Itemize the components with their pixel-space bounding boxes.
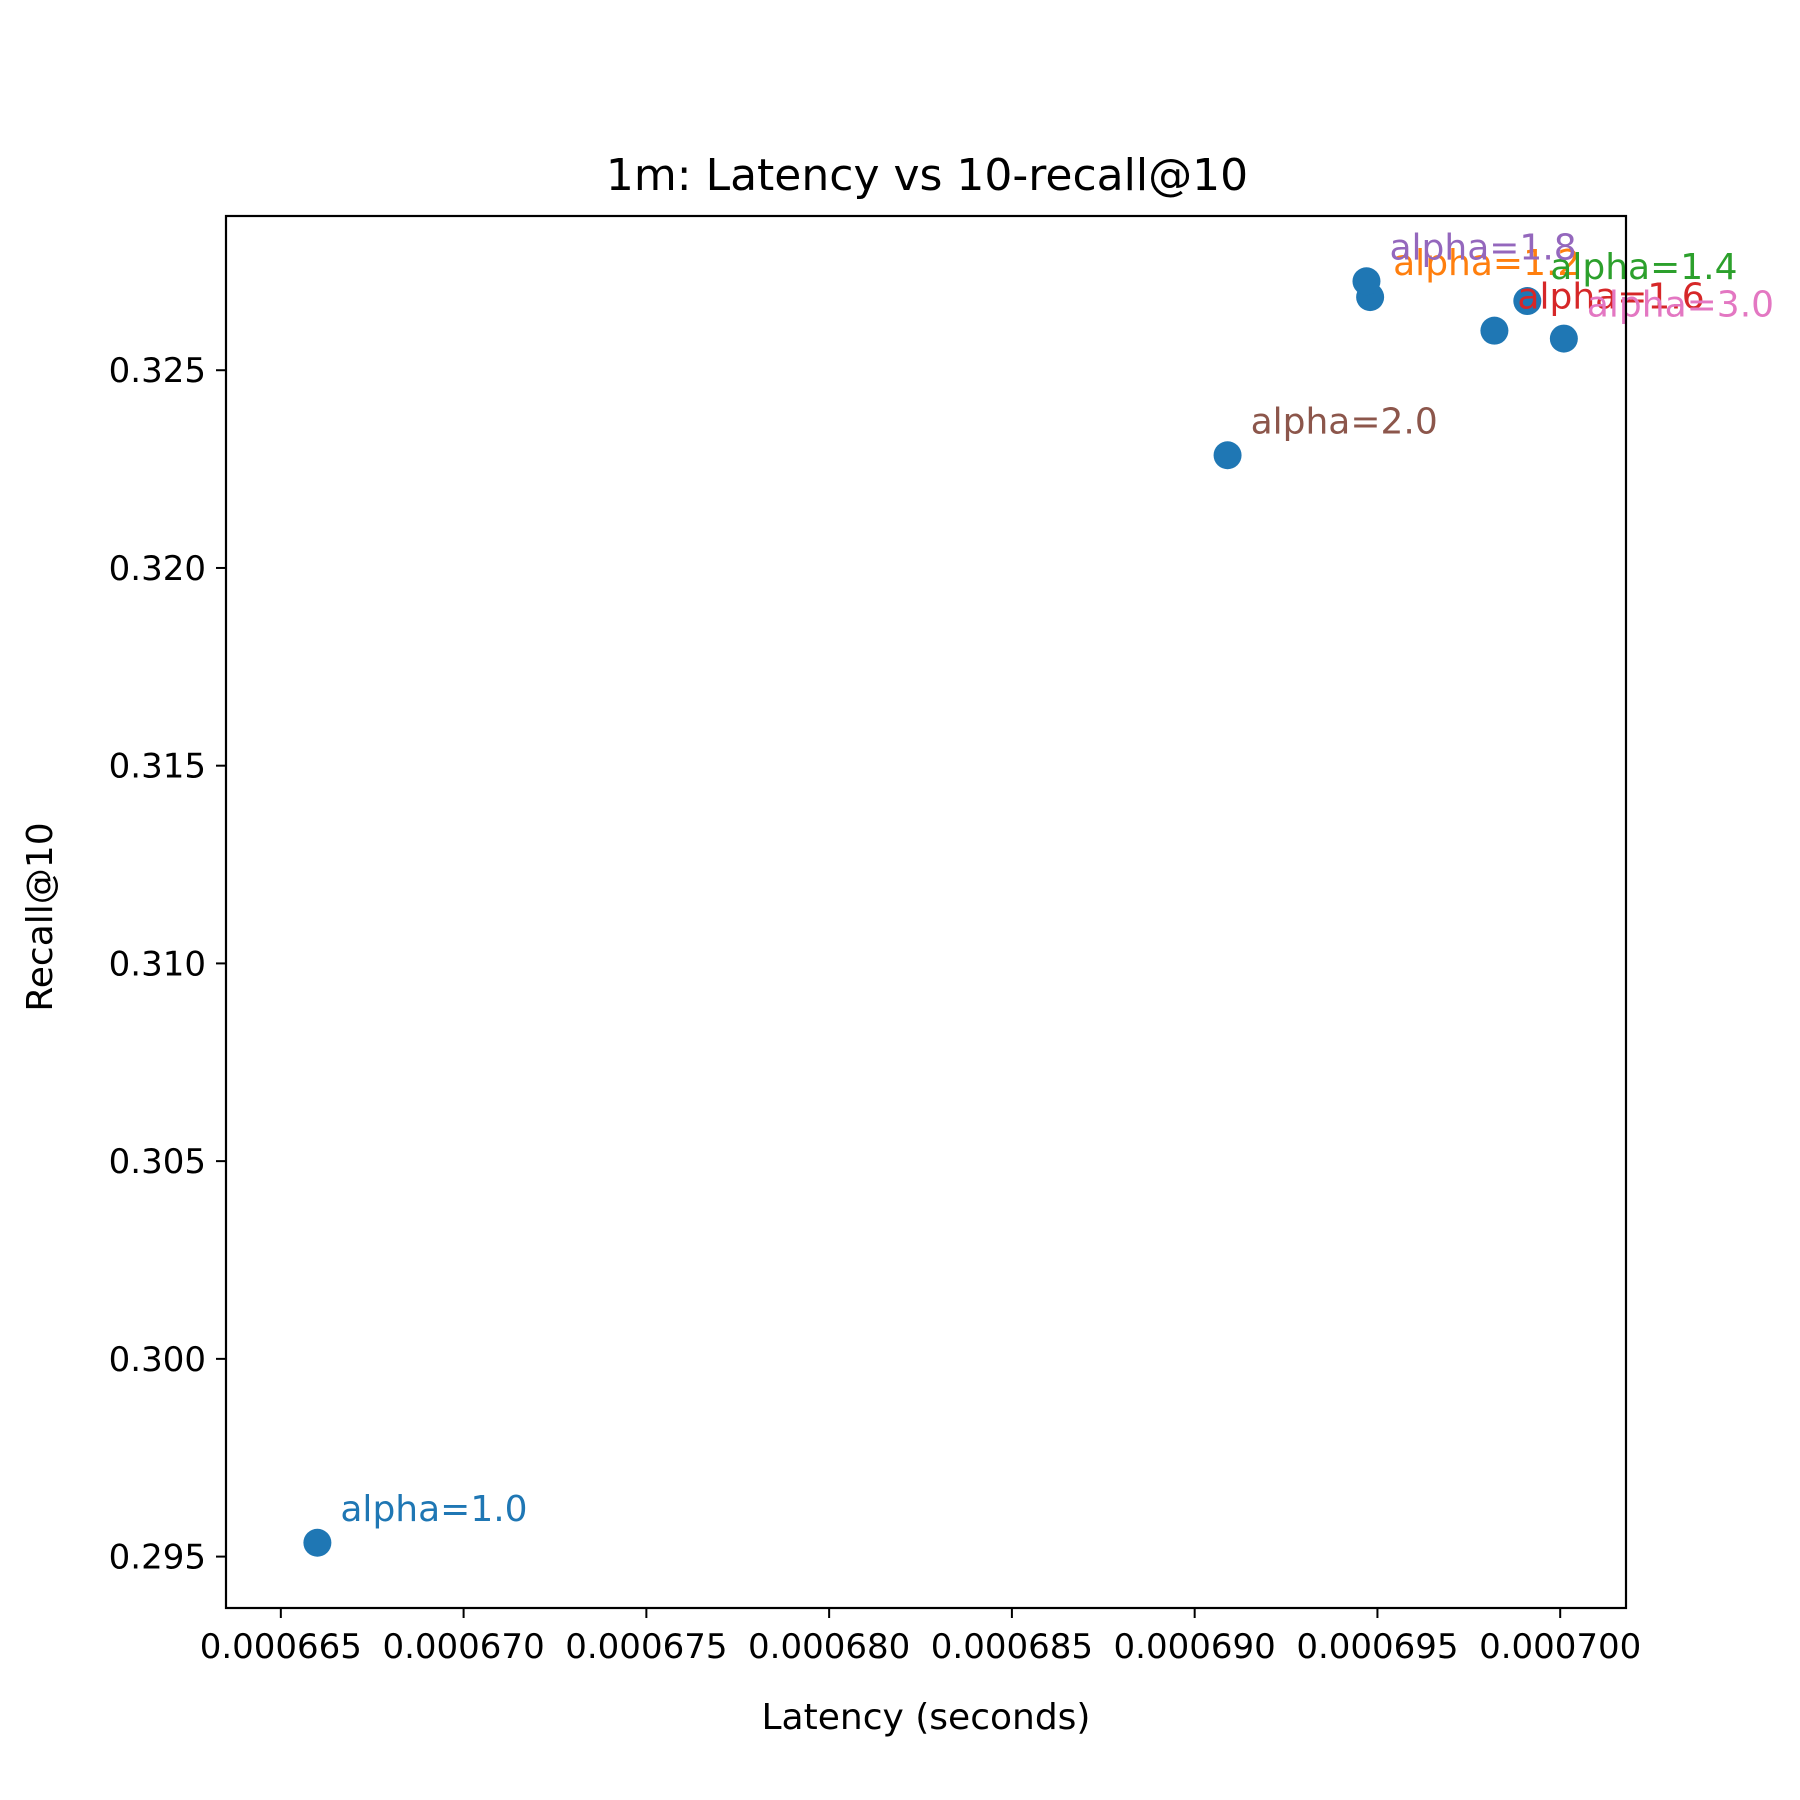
point-label: alpha=1.2 xyxy=(1393,243,1580,284)
y-tick-label: 0.315 xyxy=(109,747,206,787)
y-tick-label: 0.295 xyxy=(109,1538,206,1578)
x-tick-label: 0.000670 xyxy=(382,1627,544,1667)
point-label: alpha=2.0 xyxy=(1251,401,1438,442)
point-label: alpha=3.0 xyxy=(1587,285,1774,326)
data-point xyxy=(1513,287,1542,316)
point-label: alpha=1.0 xyxy=(340,1489,527,1530)
point-label: alpha=1.4 xyxy=(1550,247,1737,288)
x-tick-label: 0.000690 xyxy=(1114,1627,1276,1667)
point-label: alpha=1.6 xyxy=(1517,277,1704,318)
y-tick-label: 0.320 xyxy=(109,549,206,589)
x-axis-label: Latency (seconds) xyxy=(762,1697,1091,1738)
data-point xyxy=(303,1528,332,1557)
x-tick-label: 0.000680 xyxy=(748,1627,910,1667)
x-tick-label: 0.000685 xyxy=(931,1627,1093,1667)
data-point xyxy=(1352,267,1381,296)
data-point xyxy=(1480,316,1509,345)
plot-area: 0.000665 0.000670 0.000675 0.000680 0.000685… xyxy=(109,227,1774,1667)
y-tick-label: 0.300 xyxy=(109,1340,206,1380)
x-tick-label: 0.000695 xyxy=(1296,1627,1458,1667)
y-tick-label: 0.325 xyxy=(109,351,206,391)
y-tick-label: 0.310 xyxy=(109,944,206,984)
y-axis-label: Recall@10 xyxy=(20,822,61,1011)
data-point xyxy=(1213,441,1242,470)
axes-frame xyxy=(224,214,1628,1610)
point-label: alpha=1.8 xyxy=(1389,227,1576,268)
x-tick-label: 0.000700 xyxy=(1479,1627,1641,1667)
y-tick-label: 0.305 xyxy=(109,1142,206,1182)
chart-title: 1m: Latency vs 10-recall@10 xyxy=(606,150,1248,201)
data-point xyxy=(1549,324,1578,353)
x-tick-label: 0.000665 xyxy=(200,1627,362,1667)
x-tick-label: 0.000675 xyxy=(565,1627,727,1667)
